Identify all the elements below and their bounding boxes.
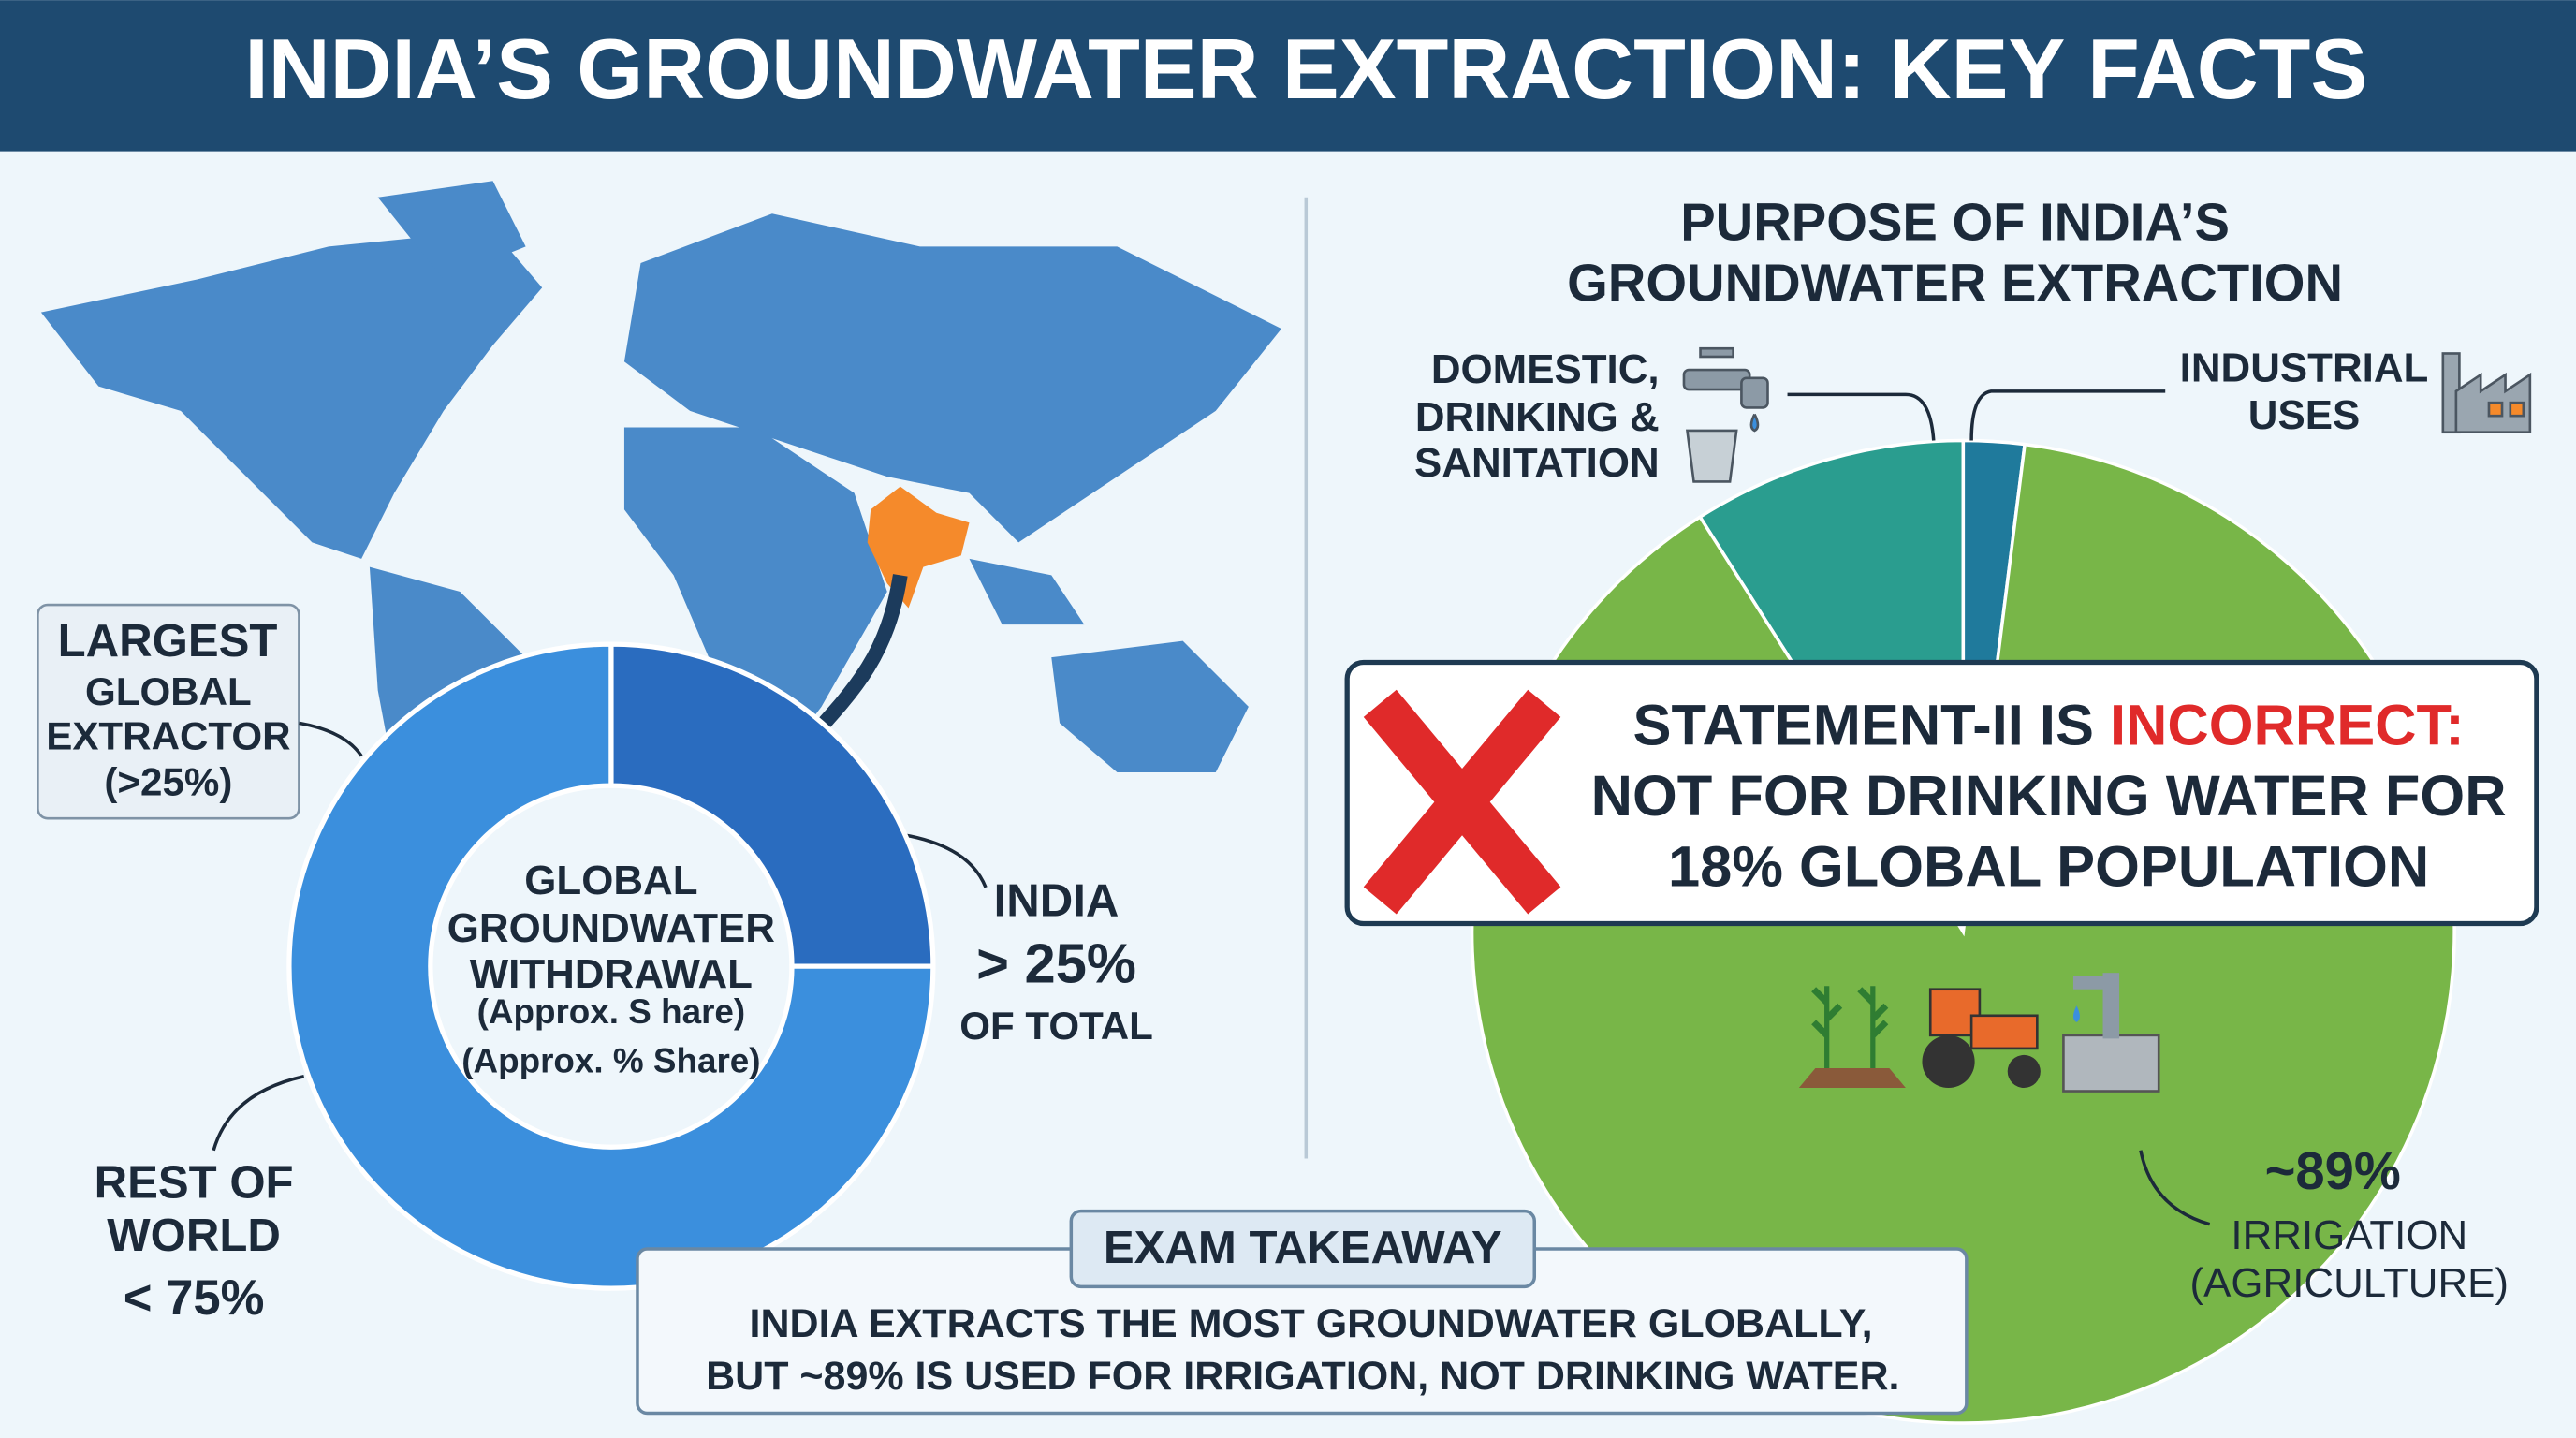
- eurasia: [623, 213, 1281, 543]
- southeast-asia: [969, 558, 1085, 625]
- donut-center-note: (Approx. S hare): [477, 992, 746, 1031]
- category-label-box: INDUSTRIAL USES: [2179, 345, 2429, 439]
- value-label: ~89%: [2265, 1141, 2401, 1200]
- callout-leader: [299, 721, 363, 757]
- donut-center-note: (Approx. % Share): [461, 1041, 760, 1079]
- verdict-line: NOT FOR DRINKING WATER FOR: [1591, 764, 2507, 829]
- pie-title: PURPOSE OF INDIA’S GROUNDWATER EXTRACTIO…: [1567, 192, 2344, 313]
- factory-icon: [2441, 352, 2532, 434]
- callout-box: [37, 603, 300, 820]
- verdict-group: STATEMENT-II IS INCORRECT: NOT FOR DRINK…: [1344, 659, 2539, 927]
- rest-leader: [212, 1075, 305, 1152]
- category-label-box: DOMESTIC, DRINKING & SANITATION: [1414, 346, 1660, 488]
- verdict-line: STATEMENT-II IS INCORRECT:: [1633, 694, 2465, 758]
- industrial-leader: [1969, 389, 2166, 441]
- greenland: [377, 181, 526, 280]
- australia: [1051, 640, 1249, 773]
- irrigation-leader: [2139, 1150, 2211, 1226]
- tap-icon: [1682, 346, 1769, 483]
- africa: [623, 427, 887, 773]
- india-leader: [903, 833, 988, 888]
- takeaway-label: EXAM TAKEAWAY: [1104, 1223, 1502, 1273]
- verdict-box: [1344, 659, 2539, 927]
- takeaway-line: BUT ~89% IS USED FOR IRRIGATION, NOT DRI…: [706, 1354, 1899, 1399]
- page-title: INDIA’S GROUNDWATER EXTRACTION: KEY FACT…: [244, 22, 2367, 117]
- verdict-lead: STATEMENT-II IS: [1633, 694, 2094, 758]
- category-label: DOMESTIC, DRINKING & SANITATION: [1414, 346, 1660, 488]
- value-label: > 25%: [976, 932, 1136, 995]
- world-map: [40, 181, 1281, 888]
- domestic-leader: [1787, 392, 1936, 441]
- donut-center-title-box: GLOBAL GROUNDWATER WITHDRAWAL: [446, 858, 775, 999]
- category-label-box: IRRIGATION (AGRICULTURE): [2189, 1212, 2510, 1307]
- value-label: < 75%: [124, 1270, 265, 1326]
- category-label-box: REST OF WORLD: [94, 1156, 294, 1261]
- callout-text-box: GLOBAL EXTRACTOR (>25%): [46, 669, 291, 805]
- cross-icon: [1363, 689, 1561, 915]
- category-label: IRRIGATION (AGRICULTURE): [2189, 1212, 2510, 1307]
- callout-text: GLOBAL EXTRACTOR (>25%): [46, 669, 291, 805]
- verdict-highlight: INCORRECT:: [2110, 694, 2465, 758]
- donut-center-title: GLOBAL GROUNDWATER WITHDRAWAL: [446, 858, 775, 999]
- callout-heading: LARGEST: [58, 616, 278, 667]
- category-label: INDUSTRIAL USES: [2179, 345, 2429, 439]
- farm-icons: [1798, 973, 2160, 1093]
- north-america: [40, 229, 543, 559]
- pie-title-box: PURPOSE OF INDIA’S GROUNDWATER EXTRACTIO…: [1567, 192, 2344, 313]
- takeaway-label-box: [1069, 1209, 1537, 1289]
- takeaway-line: INDIA EXTRACTS THE MOST GROUNDWATER GLOB…: [750, 1301, 1873, 1346]
- header-band: [0, 0, 2576, 152]
- value-note: OF TOTAL: [959, 1004, 1153, 1048]
- category-label: REST OF WORLD: [94, 1156, 294, 1261]
- donut-segment: [608, 641, 936, 969]
- verdict-line: 18% GLOBAL POPULATION: [1668, 835, 2429, 900]
- category-label: INDIA: [994, 875, 1120, 926]
